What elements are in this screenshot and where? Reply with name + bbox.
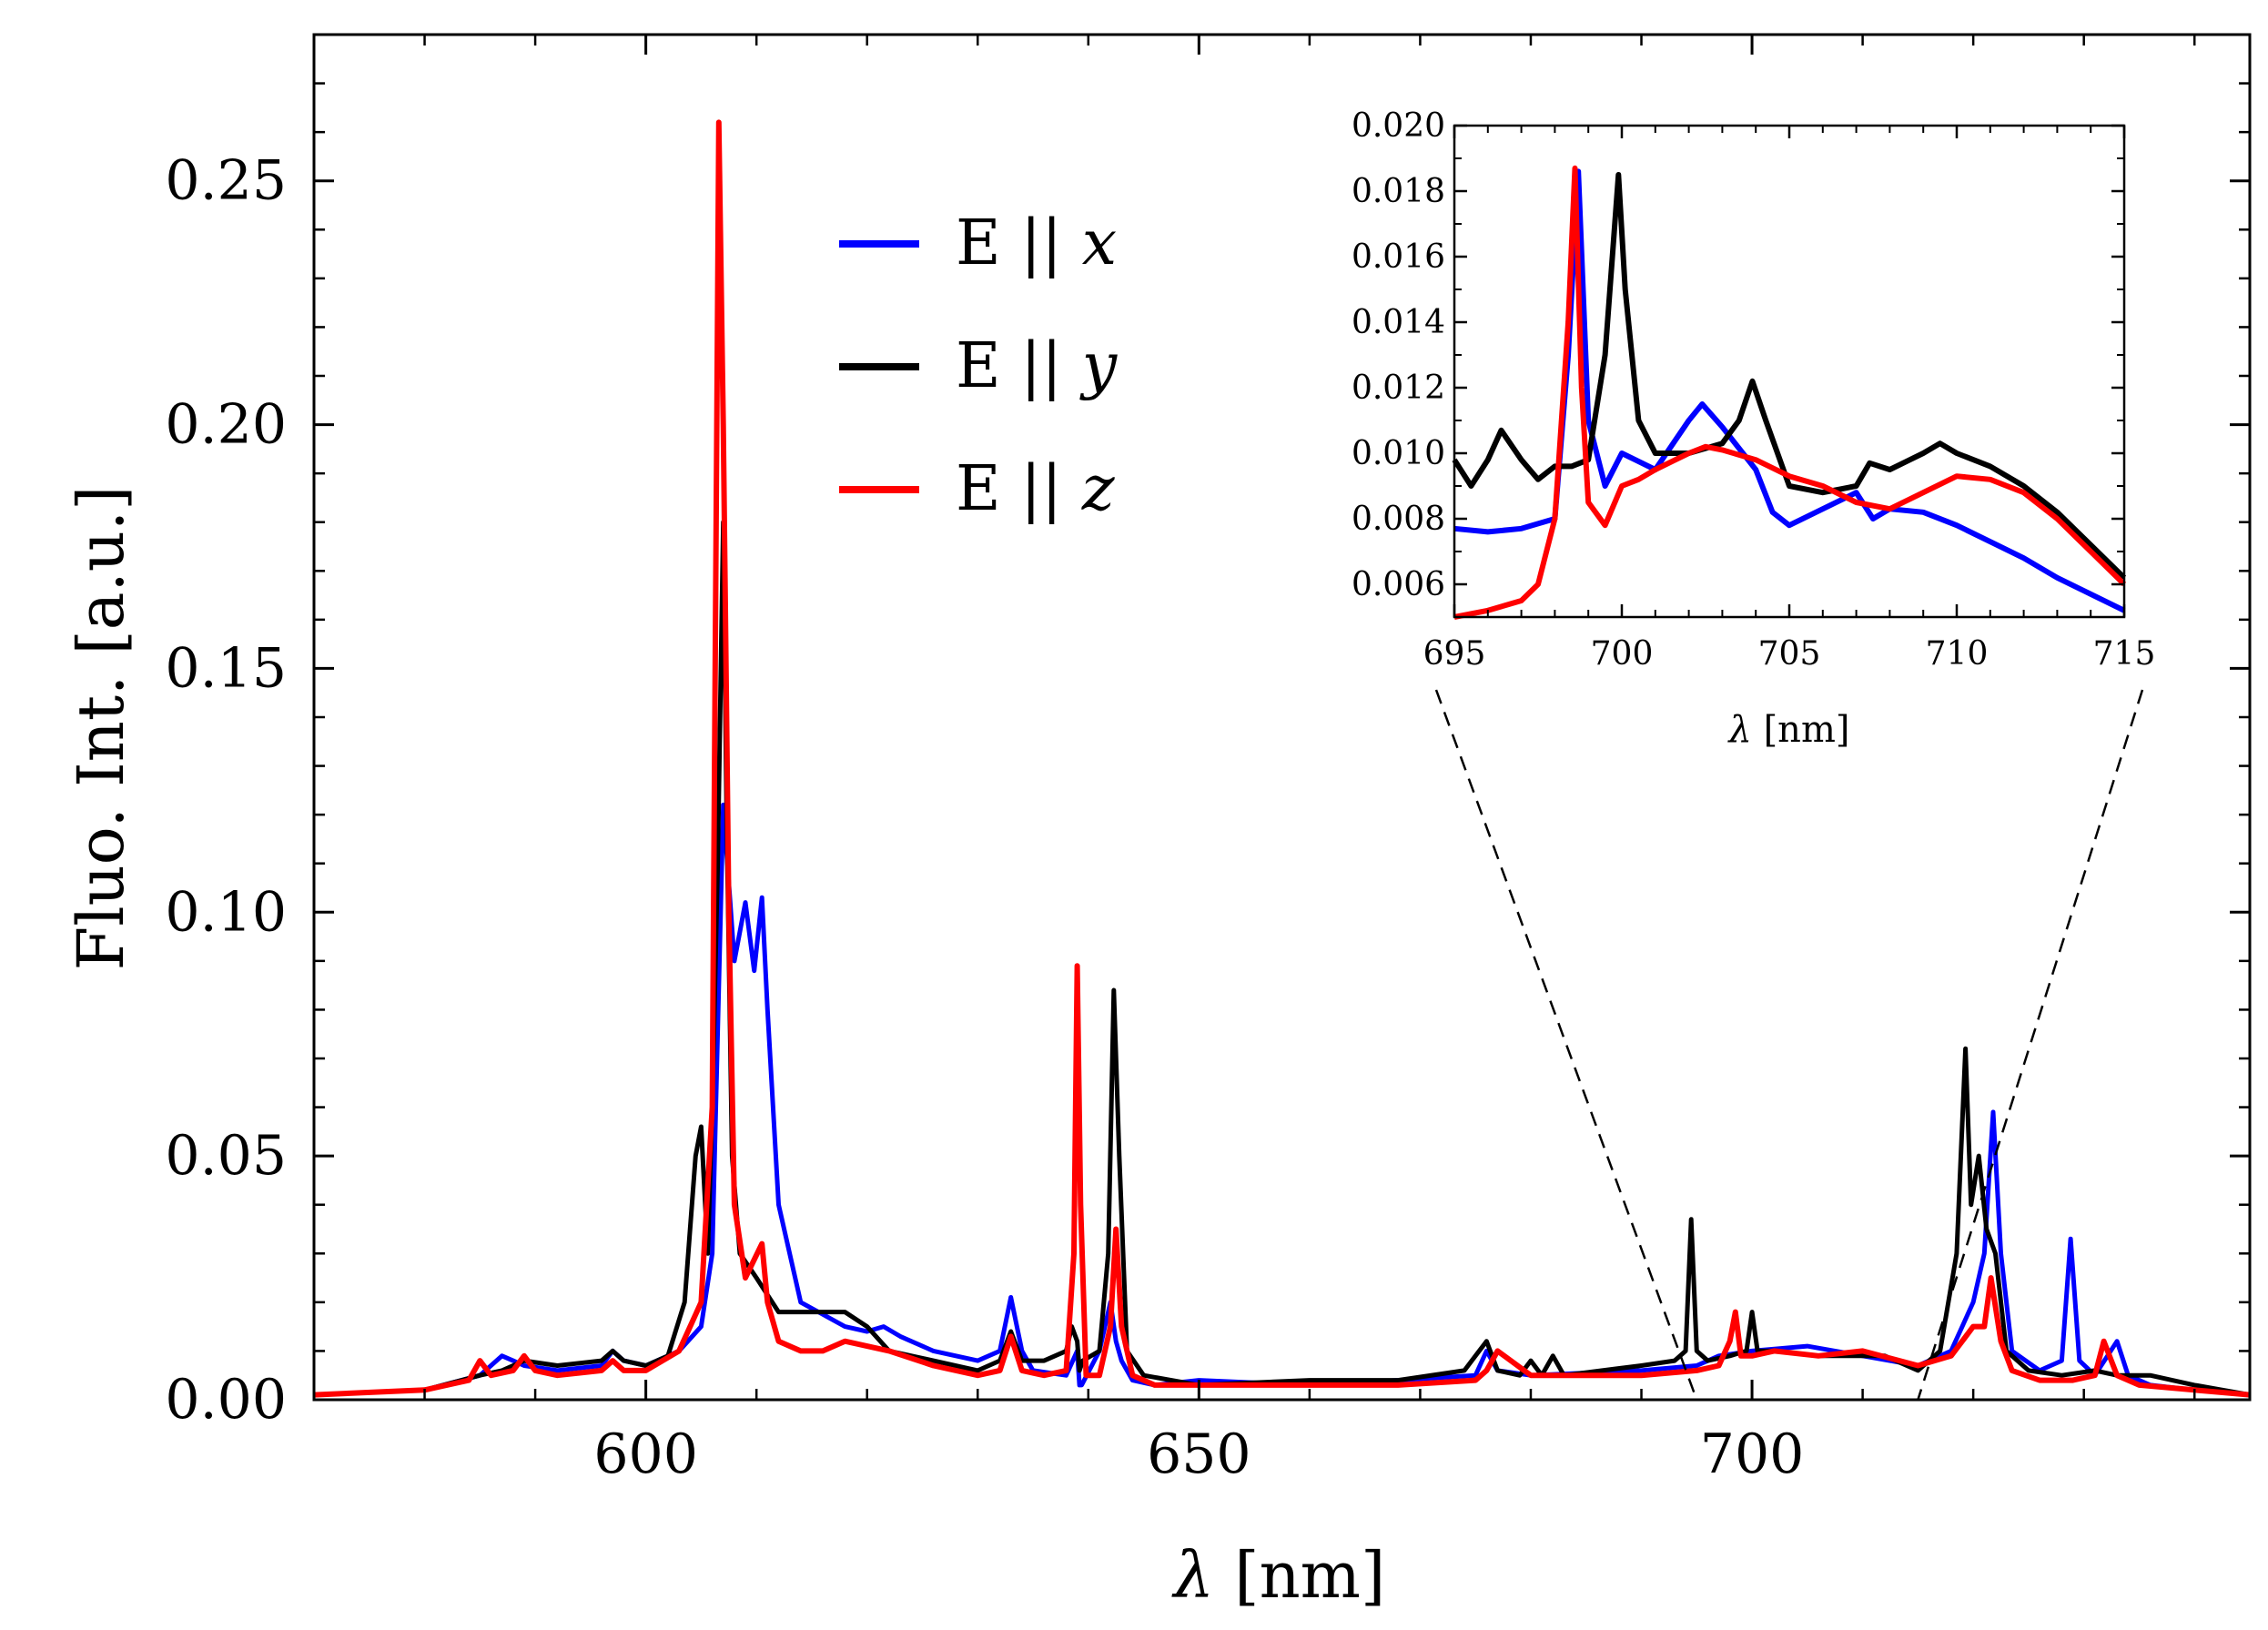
inset-x-tick-label: 710 xyxy=(1926,635,1989,673)
main-y-tick-label: 0.15 xyxy=(165,636,287,700)
main-x-axis-symbol: λ xyxy=(1171,1538,1214,1613)
legend: E || x E || y E || z xyxy=(839,208,1119,525)
legend-prefix: E || xyxy=(956,453,1062,525)
inset-x-axis-unit: [nm] xyxy=(1764,709,1850,751)
zoom-guides xyxy=(1434,689,2144,1401)
inset-series-group xyxy=(1452,165,2127,620)
main-y-tick-label: 0.20 xyxy=(165,393,287,457)
main-y-axis: 0.00 0.05 0.10 0.15 0.20 0.25 xyxy=(165,82,2250,1432)
inset-x-tick-label: 705 xyxy=(1758,635,1821,673)
inset-series-line-ez xyxy=(1453,165,2127,620)
legend-var: y xyxy=(1079,330,1119,402)
legend-prefix: E || xyxy=(956,330,1062,402)
inset-y-tick-label: 0.018 xyxy=(1352,173,1445,210)
inset-x-tick-label: 700 xyxy=(1591,635,1654,673)
inset-background xyxy=(1454,126,2124,617)
inset-x-axis: 695 700 705 710 715 xyxy=(1423,126,2156,673)
main-chart: 600 650 700 0.00 0.05 0.10 0.15 0.20 0.25 λ [nm… xyxy=(64,33,2252,1613)
inset-x-axis-symbol: λ xyxy=(1727,709,1752,751)
main-x-tick-label: 600 xyxy=(593,1422,698,1486)
inset-chart: 695 700 705 710 715 0.006 0.008 0.010 0.012 0.01… xyxy=(1352,107,2155,751)
main-x-axis-label: λ [nm] xyxy=(1171,1538,1386,1613)
inset-y-tick-label: 0.006 xyxy=(1352,566,1445,603)
inset-x-axis-label: λ [nm] xyxy=(1727,709,1850,751)
legend-var: z xyxy=(1081,453,1116,525)
legend-label-z: E || z xyxy=(956,453,1116,525)
main-y-tick-label: 0.05 xyxy=(165,1124,287,1188)
main-x-tick-label: 700 xyxy=(1700,1422,1805,1486)
inset-series-line-ey xyxy=(1452,172,2127,580)
legend-prefix: E || xyxy=(956,208,1062,279)
inset-x-tick-label: 695 xyxy=(1423,635,1486,673)
main-x-tick-label: 650 xyxy=(1147,1422,1251,1486)
main-series-group xyxy=(313,119,2251,1398)
inset-y-tick-label: 0.010 xyxy=(1352,435,1445,472)
main-y-tick-label: 0.25 xyxy=(165,149,287,213)
legend-label-y: E || y xyxy=(956,330,1119,402)
main-series-line-ez xyxy=(313,119,2251,1398)
inset-y-tick-label: 0.016 xyxy=(1352,238,1445,276)
main-y-axis-label: Fluo. Int. [a.u.] xyxy=(64,486,138,971)
inset-y-tick-label: 0.012 xyxy=(1352,370,1445,407)
main-y-tick-label: 0.10 xyxy=(165,880,287,944)
inset-y-tick-label: 0.014 xyxy=(1352,304,1445,341)
zoom-guide-left xyxy=(1434,689,1698,1401)
inset-x-tick-label: 715 xyxy=(2093,635,2156,673)
legend-var: x xyxy=(1082,208,1117,279)
inset-y-axis: 0.006 0.008 0.010 0.012 0.014 0.016 0.018 0.020 xyxy=(1352,107,2124,618)
inset-y-tick-label: 0.020 xyxy=(1352,107,1445,145)
legend-label-x: E || x xyxy=(956,208,1117,279)
main-x-axis: 600 650 700 xyxy=(312,35,2196,1486)
inset-y-tick-label: 0.008 xyxy=(1352,501,1445,538)
zoom-guide-right xyxy=(1917,689,2144,1401)
main-x-axis-unit: [nm] xyxy=(1234,1538,1385,1613)
main-y-tick-label: 0.00 xyxy=(165,1368,287,1432)
